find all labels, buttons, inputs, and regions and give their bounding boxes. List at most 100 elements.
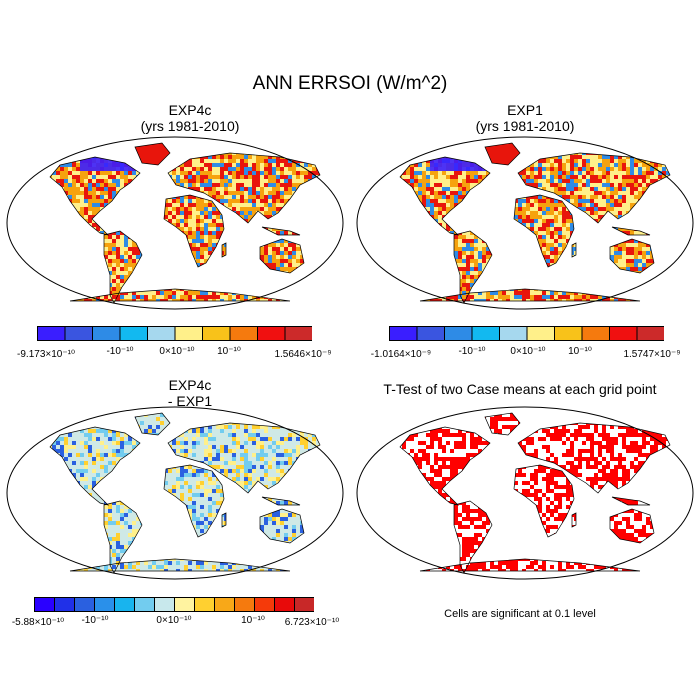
map-grid-cell: [626, 295, 630, 299]
map-grid-cell: [292, 303, 296, 307]
map-grid-cell: [240, 171, 244, 175]
map-grid-cell: [160, 291, 164, 295]
map-grid-cell: [228, 155, 232, 159]
map-grid-cell: [602, 207, 606, 211]
map-grid-cell: [466, 239, 470, 243]
map-grid-cell: [438, 303, 442, 307]
map-grid-cell: [614, 183, 618, 187]
map-grid-cell: [622, 187, 626, 191]
map-grid-cell: [578, 183, 582, 187]
map-grid-cell: [264, 191, 268, 195]
map-grid-cell: [104, 469, 108, 473]
map-grid-cell: [602, 175, 606, 179]
map-grid-cell: [236, 175, 240, 179]
map-grid-cell: [196, 433, 200, 437]
map-grid-cell: [284, 147, 288, 151]
map-grid-cell: [284, 171, 288, 175]
map-grid-cell: [204, 235, 208, 239]
map-grid-cell: [474, 291, 478, 295]
map-grid-cell: [160, 413, 164, 417]
map-grid-cell: [466, 287, 470, 291]
map-grid-cell: [642, 263, 646, 267]
map-grid-cell: [172, 215, 176, 219]
map-grid-cell: [670, 167, 674, 171]
map-grid-cell: [618, 171, 622, 175]
map-grid-cell: [224, 159, 228, 163]
map-grid-cell: [248, 469, 252, 473]
map-grid-cell: [50, 283, 52, 287]
map-grid-cell: [574, 183, 578, 187]
map-grid-cell: [554, 183, 558, 187]
map-grid-cell: [402, 299, 406, 303]
map-grid-cell: [104, 465, 108, 469]
map-grid-cell: [666, 299, 670, 303]
map-grid-cell: [666, 139, 670, 143]
map-grid-cell: [64, 151, 68, 155]
map-grid-cell: [256, 179, 260, 183]
map-grid-cell: [272, 147, 276, 151]
map-grid-cell: [108, 139, 112, 143]
map-grid-cell: [402, 143, 406, 147]
map-grid-cell: [284, 195, 288, 199]
map-grid-cell: [216, 219, 220, 223]
map-grid-cell: [578, 191, 582, 195]
map-grid-cell: [650, 143, 654, 147]
map-grid-cell: [324, 283, 328, 287]
map-grid-cell: [252, 139, 256, 143]
map-grid-cell: [64, 147, 68, 151]
map-grid-cell: [462, 283, 466, 287]
map-grid-cell: [248, 461, 252, 465]
map-grid-cell: [260, 171, 264, 175]
map-grid-cell: [268, 409, 272, 413]
map-grid-cell: [610, 303, 614, 307]
map-grid-cell: [646, 143, 650, 147]
map-grid-cell: [240, 179, 244, 183]
map-grid-cell: [478, 291, 482, 295]
map-grid-cell: [224, 445, 228, 449]
map-grid-cell: [100, 441, 104, 445]
map-grid-cell: [208, 445, 212, 449]
map-grid-cell: [116, 433, 120, 437]
map-grid-cell: [116, 239, 120, 243]
map-grid-cell: [196, 469, 200, 473]
map-grid-cell: [204, 155, 208, 159]
map-grid-cell: [212, 179, 216, 183]
map-grid-cell: [96, 457, 100, 461]
map-grid-cell: [248, 167, 252, 171]
map-grid-cell: [204, 251, 208, 255]
map-grid-cell: [116, 279, 120, 283]
map-grid-cell: [654, 139, 658, 143]
map-grid-cell: [534, 167, 538, 171]
map-grid-cell: [140, 421, 144, 425]
map-grid-cell: [216, 239, 220, 243]
map-grid-cell: [658, 171, 662, 175]
map-grid-cell: [570, 163, 574, 167]
map-grid-cell: [244, 461, 248, 465]
map-grid-cell: [268, 303, 272, 307]
map-grid-cell: [626, 231, 630, 235]
map-grid-cell: [296, 413, 300, 417]
map-grid-cell: [204, 437, 208, 441]
map-grid-cell: [200, 433, 204, 437]
map-grid-cell: [578, 203, 582, 207]
map-grid-cell: [426, 191, 430, 195]
map-grid-cell: [252, 425, 256, 429]
map-grid-cell: [296, 151, 300, 155]
map-grid-cell: [172, 219, 176, 223]
map-grid-cell: [120, 449, 124, 453]
map-grid-cell: [84, 203, 88, 207]
map-grid-cell: [558, 215, 562, 219]
map-grid-cell: [542, 167, 546, 171]
map-grid-cell: [324, 175, 328, 179]
map-grid-cell: [426, 295, 430, 299]
map-grid-cell: [100, 175, 104, 179]
map-grid-cell: [466, 263, 470, 267]
map-grid-cell: [192, 207, 196, 211]
map-grid-cell: [578, 167, 582, 171]
map-grid-cell: [188, 211, 192, 215]
map-grid-cell: [618, 175, 622, 179]
map-grid-cell: [256, 195, 260, 199]
map-grid-cell: [220, 175, 224, 179]
map-grid-cell: [438, 143, 442, 147]
map-grid-cell: [308, 409, 312, 413]
